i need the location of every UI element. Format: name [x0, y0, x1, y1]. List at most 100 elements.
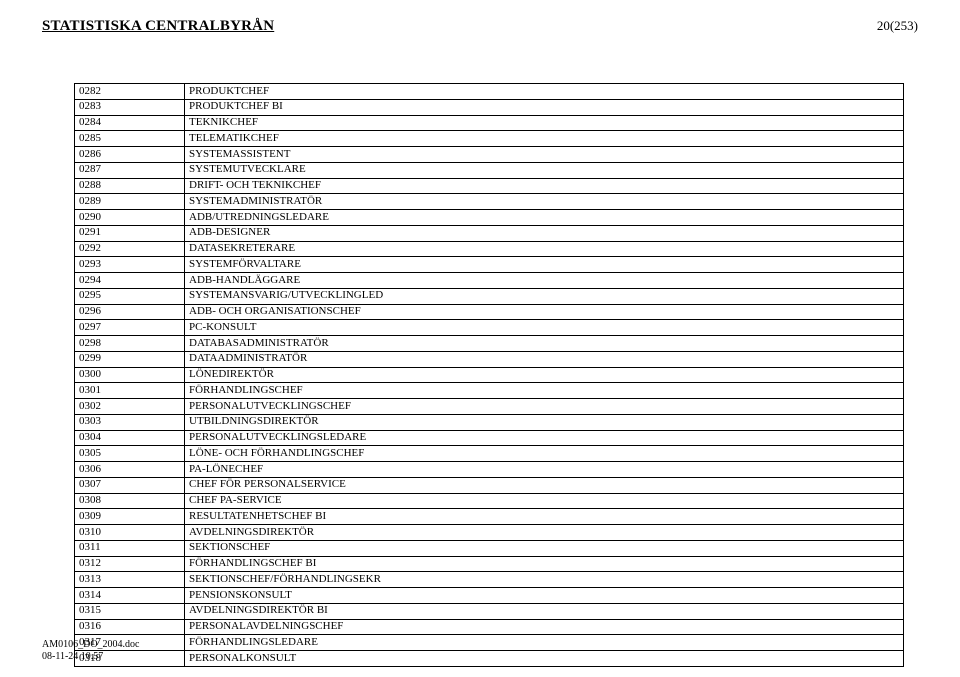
- description-cell: PERSONALKONSULT: [185, 651, 904, 667]
- description-cell: SYSTEMASSISTENT: [185, 147, 904, 163]
- code-cell: 0304: [75, 430, 185, 446]
- code-cell: 0313: [75, 572, 185, 588]
- description-cell: PRODUKTCHEF: [185, 84, 904, 100]
- code-cell: 0291: [75, 225, 185, 241]
- description-cell: DRIFT- OCH TEKNIKCHEF: [185, 178, 904, 194]
- description-cell: TELEMATIKCHEF: [185, 131, 904, 147]
- table-row: 0316PERSONALAVDELNINGSCHEF: [75, 619, 904, 635]
- description-cell: SYSTEMADMINISTRATÖR: [185, 194, 904, 210]
- code-cell: 0308: [75, 493, 185, 509]
- code-cell: 0289: [75, 194, 185, 210]
- description-cell: PRODUKTCHEF BI: [185, 99, 904, 115]
- table-row: 0305LÖNE- OCH FÖRHANDLINGSCHEF: [75, 446, 904, 462]
- table-row: 0300LÖNEDIREKTÖR: [75, 367, 904, 383]
- table-row: 0302PERSONALUTVECKLINGSCHEF: [75, 399, 904, 415]
- table-row: 0289SYSTEMADMINISTRATÖR: [75, 194, 904, 210]
- code-cell: 0311: [75, 540, 185, 556]
- code-cell: 0286: [75, 147, 185, 163]
- description-cell: FÖRHANDLINGSLEDARE: [185, 635, 904, 651]
- description-cell: CHEF PA-SERVICE: [185, 493, 904, 509]
- table-row: 0290ADB/UTREDNINGSLEDARE: [75, 210, 904, 226]
- table-row: 0296ADB- OCH ORGANISATIONSCHEF: [75, 304, 904, 320]
- code-cell: 0309: [75, 509, 185, 525]
- code-cell: 0287: [75, 162, 185, 178]
- table-row: 0312FÖRHANDLINGSCHEF BI: [75, 556, 904, 572]
- description-cell: TEKNIKCHEF: [185, 115, 904, 131]
- code-cell: 0305: [75, 446, 185, 462]
- page-title: STATISTISKA CENTRALBYRÅN: [42, 18, 274, 35]
- code-cell: 0299: [75, 351, 185, 367]
- description-cell: LÖNE- OCH FÖRHANDLINGSCHEF: [185, 446, 904, 462]
- code-cell: 0296: [75, 304, 185, 320]
- description-cell: FÖRHANDLINGSCHEF: [185, 383, 904, 399]
- code-cell: 0315: [75, 603, 185, 619]
- description-cell: FÖRHANDLINGSCHEF BI: [185, 556, 904, 572]
- description-cell: SEKTIONSCHEF/FÖRHANDLINGSEKR: [185, 572, 904, 588]
- description-cell: SYSTEMUTVECKLARE: [185, 162, 904, 178]
- table-row: 0284TEKNIKCHEF: [75, 115, 904, 131]
- description-cell: SYSTEMANSVARIG/UTVECKLINGLED: [185, 288, 904, 304]
- table-row: 0295SYSTEMANSVARIG/UTVECKLINGLED: [75, 288, 904, 304]
- description-cell: RESULTATENHETSCHEF BI: [185, 509, 904, 525]
- description-cell: PENSIONSKONSULT: [185, 588, 904, 604]
- code-cell: 0285: [75, 131, 185, 147]
- table-row: 0287SYSTEMUTVECKLARE: [75, 162, 904, 178]
- description-cell: PERSONALUTVECKLINGSLEDARE: [185, 430, 904, 446]
- description-cell: ADB- OCH ORGANISATIONSCHEF: [185, 304, 904, 320]
- description-cell: SEKTIONSCHEF: [185, 540, 904, 556]
- code-cell: 0283: [75, 99, 185, 115]
- code-cell: 0294: [75, 273, 185, 289]
- code-cell: 0298: [75, 336, 185, 352]
- table-row: 0282PRODUKTCHEF: [75, 84, 904, 100]
- description-cell: CHEF FÖR PERSONALSERVICE: [185, 477, 904, 493]
- code-cell: 0307: [75, 477, 185, 493]
- code-cell: 0316: [75, 619, 185, 635]
- description-cell: DATABASADMINISTRATÖR: [185, 336, 904, 352]
- description-cell: UTBILDNINGSDIREKTÖR: [185, 414, 904, 430]
- code-cell: 0292: [75, 241, 185, 257]
- description-cell: ADB-HANDLÄGGARE: [185, 273, 904, 289]
- code-cell: 0288: [75, 178, 185, 194]
- code-cell: 0284: [75, 115, 185, 131]
- table-row: 0310AVDELNINGSDIREKTÖR: [75, 525, 904, 541]
- code-cell: 0310: [75, 525, 185, 541]
- table-row: 0311SEKTIONSCHEF: [75, 540, 904, 556]
- description-cell: SYSTEMFÖRVALTARE: [185, 257, 904, 273]
- table-row: 0293SYSTEMFÖRVALTARE: [75, 257, 904, 273]
- table-row: 0283PRODUKTCHEF BI: [75, 99, 904, 115]
- description-cell: DATASEKRETERARE: [185, 241, 904, 257]
- table-row: 0306PA-LÖNECHEF: [75, 462, 904, 478]
- codes-table: 0282PRODUKTCHEF0283PRODUKTCHEF BI0284TEK…: [74, 83, 904, 667]
- table-row: 0309RESULTATENHETSCHEF BI: [75, 509, 904, 525]
- description-cell: AVDELNINGSDIREKTÖR: [185, 525, 904, 541]
- table-row: 0315AVDELNINGSDIREKTÖR BI: [75, 603, 904, 619]
- table-row: 0299DATAADMINISTRATÖR: [75, 351, 904, 367]
- code-cell: 0297: [75, 320, 185, 336]
- description-cell: PERSONALAVDELNINGSCHEF: [185, 619, 904, 635]
- table-row: 0301FÖRHANDLINGSCHEF: [75, 383, 904, 399]
- page-number: 20(253): [877, 18, 918, 34]
- description-cell: ADB/UTREDNINGSLEDARE: [185, 210, 904, 226]
- table-row: 0318PERSONALKONSULT: [75, 651, 904, 667]
- description-cell: ADB-DESIGNER: [185, 225, 904, 241]
- table-row: 0308CHEF PA-SERVICE: [75, 493, 904, 509]
- page-header: STATISTISKA CENTRALBYRÅN 20(253): [42, 18, 918, 35]
- description-cell: AVDELNINGSDIREKTÖR BI: [185, 603, 904, 619]
- description-cell: LÖNEDIREKTÖR: [185, 367, 904, 383]
- table-row: 0314PENSIONSKONSULT: [75, 588, 904, 604]
- code-cell: 0303: [75, 414, 185, 430]
- description-cell: PC-KONSULT: [185, 320, 904, 336]
- table-row: 0313SEKTIONSCHEF/FÖRHANDLINGSEKR: [75, 572, 904, 588]
- table-row: 0291ADB-DESIGNER: [75, 225, 904, 241]
- footer-filename: AM0106_DO_2004.doc: [42, 639, 140, 651]
- table-row: 0294ADB-HANDLÄGGARE: [75, 273, 904, 289]
- table-row: 0286SYSTEMASSISTENT: [75, 147, 904, 163]
- table-row: 0298DATABASADMINISTRATÖR: [75, 336, 904, 352]
- table-row: 0304PERSONALUTVECKLINGSLEDARE: [75, 430, 904, 446]
- footer-timestamp: 08-11-24 10.57: [42, 651, 140, 663]
- table-row: 0292DATASEKRETERARE: [75, 241, 904, 257]
- code-cell: 0302: [75, 399, 185, 415]
- table-row: 0288DRIFT- OCH TEKNIKCHEF: [75, 178, 904, 194]
- code-cell: 0314: [75, 588, 185, 604]
- table-row: 0317FÖRHANDLINGSLEDARE: [75, 635, 904, 651]
